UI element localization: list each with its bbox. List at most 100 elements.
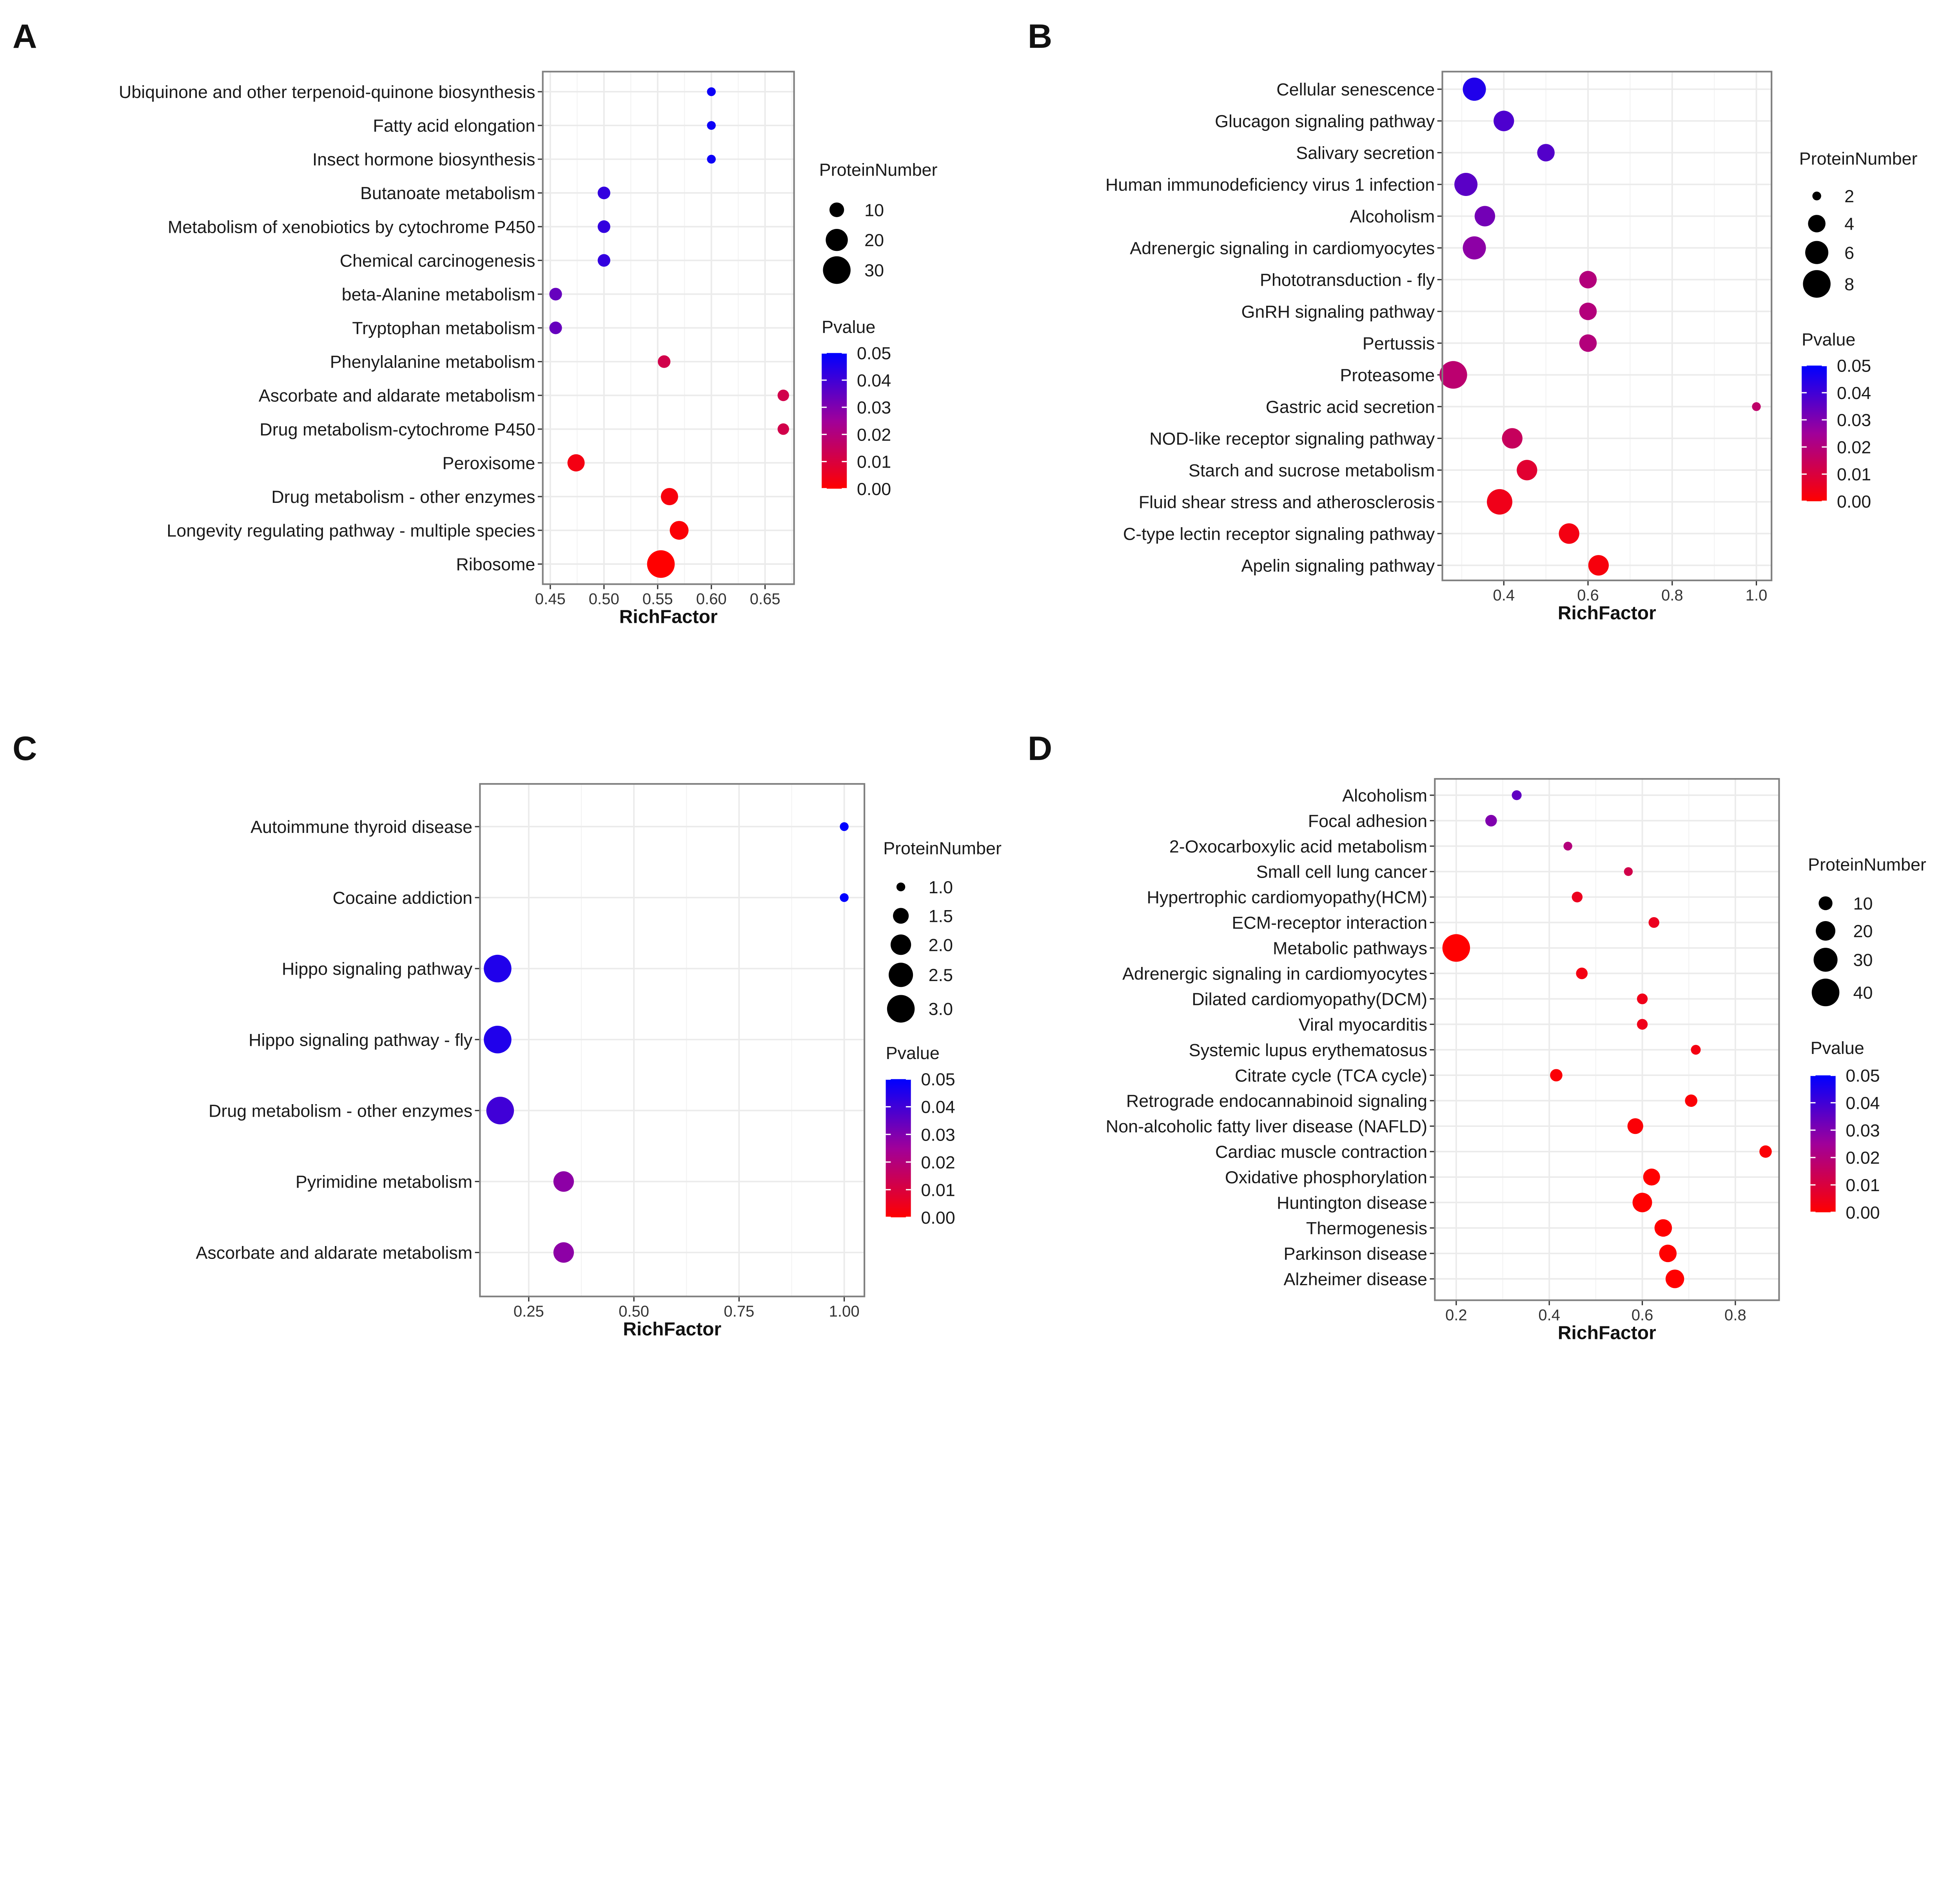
panel-d-point (1759, 1145, 1772, 1158)
panel-a-point (549, 321, 562, 334)
panel-d-size-legend-key (1816, 921, 1835, 941)
panel-d-color-legend-label: 0.03 (1846, 1120, 1880, 1140)
panel-b-point (1537, 144, 1555, 161)
panel-b-pathway-label: Phototransduction - fly (1260, 270, 1435, 290)
panel-d-point (1665, 1270, 1684, 1288)
panel-a-point (661, 488, 678, 505)
panel-d-point (1550, 1069, 1563, 1082)
panel-c-point (840, 893, 849, 902)
panel-d-color-legend-label: 0.01 (1846, 1175, 1880, 1195)
panel-b-x-tick-label: 0.8 (1661, 587, 1683, 604)
panel-b-color-legend-label: 0.00 (1837, 492, 1871, 511)
panel-b-point (1517, 460, 1537, 481)
panel-d-size-legend-title: ProteinNumber (1808, 854, 1926, 874)
panel-c-color-legend-label: 0.05 (921, 1069, 955, 1089)
panel-d-point (1691, 1045, 1701, 1055)
panel-c-pathway-label: Cocaine addiction (333, 888, 473, 908)
panel-c-x-tick-label: 0.75 (724, 1303, 754, 1320)
panel-a-size-legend-key (829, 202, 844, 217)
panel-a-pathway-label: Ubiquinone and other terpenoid-quinone b… (119, 82, 535, 102)
panel-b-color-legend-label: 0.01 (1837, 464, 1871, 484)
panel-b-point (1494, 111, 1514, 131)
panel-b-size-legend-label: 6 (1844, 243, 1854, 263)
panel-b-point (1579, 303, 1597, 320)
panel-a-x-tick-label: 0.45 (535, 591, 566, 608)
panel-b-point (1439, 361, 1467, 389)
panel-c-x-tick-label: 1.00 (829, 1303, 860, 1320)
panel-label-c: C (13, 730, 37, 767)
panel-d-pathway-label: Citrate cycle (TCA cycle) (1235, 1065, 1427, 1085)
panel-a-color-legend-label: 0.02 (857, 424, 891, 444)
panel-c-color-legend-label: 0.00 (921, 1208, 955, 1228)
panel-a-x-axis-title: RichFactor (619, 606, 718, 628)
panel-b-point (1502, 428, 1523, 449)
panel-c-point (484, 1025, 512, 1054)
panel-b-pathway-label: Human immunodeficiency virus 1 infection (1105, 175, 1435, 195)
panel-d-pathway-label: Alcoholism (1342, 785, 1427, 805)
panel-d-point (1485, 814, 1497, 827)
panel-d-pathway-label: ECM-receptor interaction (1232, 913, 1427, 933)
panel-c-size-legend-label: 2.0 (929, 935, 953, 955)
panel-d-color-legend-label: 0.00 (1846, 1203, 1880, 1223)
panel-a-size-legend-title: ProteinNumber (819, 160, 938, 180)
panel-b-x-tick-label: 0.6 (1577, 587, 1599, 604)
panel-d-size-legend-label: 30 (1853, 950, 1873, 970)
panel-b-x-axis-title: RichFactor (1558, 602, 1656, 624)
panel-d-point (1572, 891, 1583, 903)
panel-c-pathway-label: Drug metabolism - other enzymes (209, 1101, 472, 1121)
panel-c-color-legend-label: 0.04 (921, 1097, 955, 1117)
panel-a-point (549, 288, 562, 301)
panel-a-x-tick-label: 0.60 (696, 591, 727, 608)
panel-b-size-legend-title: ProteinNumber (1799, 149, 1918, 169)
panel-b-point (1579, 334, 1597, 352)
panel-d-pathway-label: Huntington disease (1277, 1193, 1427, 1213)
panel-c-size-legend-title: ProteinNumber (883, 838, 1002, 858)
panel-a-pathway-label: Drug metabolism-cytochrome P450 (260, 419, 535, 439)
panel-a-pathway-label: Peroxisome (443, 453, 535, 473)
panel-d-pathway-label: Systemic lupus erythematosus (1189, 1040, 1427, 1060)
panel-a-color-legend-label: 0.04 (857, 370, 891, 390)
panel-b-pathway-label: Cellular senescence (1276, 80, 1435, 100)
panel-d-point (1654, 1219, 1672, 1237)
panel-a-x-tick-label: 0.65 (750, 591, 780, 608)
panel-c-color-legend-title: Pvalue (886, 1043, 940, 1063)
panel-a-point (707, 87, 716, 96)
panel-a-color-legend-title: Pvalue (822, 317, 875, 337)
panel-b-color-bar (1802, 365, 1827, 501)
panel-a-color-legend-label: 0.03 (857, 397, 891, 417)
panel-b-pathway-label: Proteasome (1340, 365, 1435, 385)
panel-d-color-bar (1810, 1075, 1836, 1212)
panel-a-point (597, 187, 610, 200)
panel-a-color-legend-label: 0.00 (857, 479, 891, 499)
panel-c-size-legend-key (887, 995, 915, 1023)
panel-a-pathway-label: Butanoate metabolism (360, 183, 535, 203)
panel-a-size-legend-label: 10 (864, 200, 884, 220)
panel-d-pathway-label: Hypertrophic cardiomyopathy(HCM) (1147, 887, 1427, 907)
panel-d-point (1637, 1019, 1648, 1030)
panel-b-point (1463, 78, 1486, 101)
panel-d-color-legend-label: 0.05 (1846, 1066, 1880, 1086)
panel-c-pathway-label: Hippo signaling pathway - fly (249, 1030, 473, 1050)
panel-d-pathway-label: Viral myocarditis (1299, 1014, 1427, 1034)
panel-b-size-legend-key (1805, 241, 1829, 264)
panel-a-pathway-label: Metabolism of xenobiotics by cytochrome … (168, 217, 535, 237)
panel-c-pathway-label: Hippo signaling pathway (282, 959, 473, 979)
panel-d-pathway-label: 2-Oxocarboxylic acid metabolism (1169, 836, 1427, 856)
figure: A B C D 0.45 0.50 0.55 0.60 0.65 Ubiquinone a… (13, 18, 1926, 1344)
panel-b-point (1463, 236, 1486, 259)
panel-c-point (486, 1097, 514, 1125)
panel-b-pathway-label: NOD-like receptor signaling pathway (1149, 428, 1435, 448)
panel-d-point (1659, 1244, 1677, 1262)
panel-a-color-bar (822, 353, 847, 489)
panel-d-pathway-label: Oxidative phosphorylation (1225, 1167, 1427, 1187)
panel-b-color-legend-label: 0.05 (1837, 356, 1871, 376)
panel-b-pathway-label: Salivary secretion (1296, 143, 1435, 163)
panel-a-point (597, 254, 610, 267)
panel-label-b: B (1028, 18, 1052, 55)
panel-c-size-legend-label: 1.5 (929, 906, 953, 926)
panel-c-color-bar (886, 1079, 911, 1217)
panel-d-pathway-label: Non-alcoholic fatty liver disease (NAFLD… (1106, 1116, 1427, 1136)
panel-a-pathway-label: Insect hormone biosynthesis (312, 149, 535, 169)
panel-a-border (542, 71, 795, 585)
panel-d-point (1576, 967, 1588, 979)
